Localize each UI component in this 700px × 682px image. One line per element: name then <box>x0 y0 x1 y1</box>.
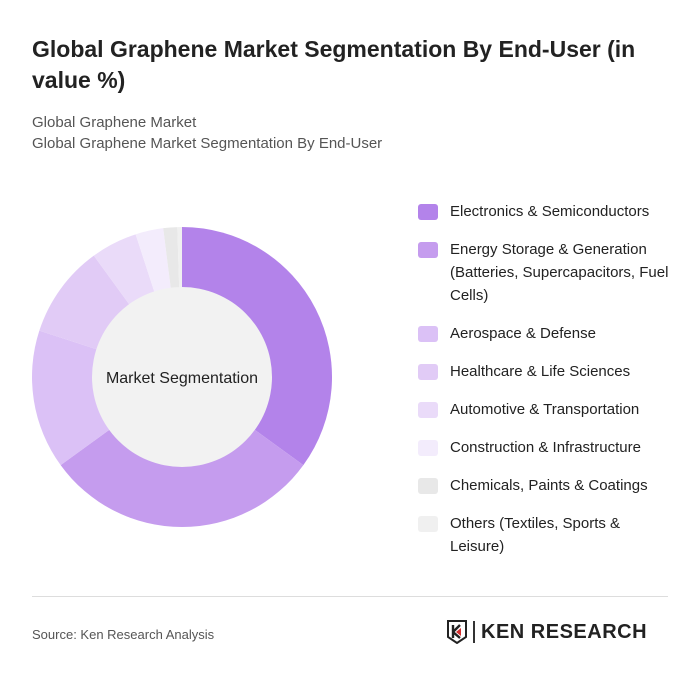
legend-swatch <box>418 516 438 532</box>
subtitle-segmentation: Global Graphene Market Segmentation By E… <box>32 135 383 152</box>
donut-chart: Market Segmentation <box>31 227 332 527</box>
chart-title: Global Graphene Market Segmentation By E… <box>32 36 636 93</box>
donut-center <box>92 287 272 467</box>
legend-item: Aerospace & Defense <box>418 322 678 345</box>
legend-label: Energy Storage & Generation (Batteries, … <box>450 241 669 304</box>
subtitle-market: Global Graphene Market <box>32 114 197 131</box>
center-label: Market Segmentation <box>106 370 258 387</box>
legend-label: Electronics & Semiconductors <box>450 203 650 220</box>
legend-swatch <box>418 440 438 456</box>
legend-item: Chemicals, Paints & Coatings <box>418 474 678 497</box>
legend-item: Electronics & Semiconductors <box>418 200 678 223</box>
ken-research-logo: KEN RESEARCH <box>447 620 647 644</box>
legend-swatch <box>418 402 438 418</box>
legend-item: Construction & Infrastructure <box>418 436 678 459</box>
logo-text: KEN RESEARCH <box>481 620 648 643</box>
legend-label: Chemicals, Paints & Coatings <box>450 477 648 494</box>
logo-shield-icon <box>447 620 467 644</box>
divider <box>32 596 668 597</box>
legend-label: Healthcare & Life Sciences <box>450 363 631 380</box>
legend-label: Others (Textiles, Sports & Leisure) <box>450 515 621 555</box>
legend-swatch <box>418 242 438 258</box>
source-text: Source: Ken Research Analysis <box>32 627 215 642</box>
legend-item: Energy Storage & Generation (Batteries, … <box>418 238 678 307</box>
legend-swatch <box>418 326 438 342</box>
legend-swatch <box>418 478 438 494</box>
legend: Electronics & Semiconductors Energy Stora… <box>418 200 678 573</box>
legend-label: Construction & Infrastructure <box>450 439 641 456</box>
logo-separator <box>473 621 475 643</box>
legend-item: Healthcare & Life Sciences <box>418 360 678 383</box>
legend-swatch <box>418 364 438 380</box>
legend-label: Automotive & Transportation <box>450 401 640 418</box>
legend-swatch <box>418 204 438 220</box>
legend-item: Automotive & Transportation <box>418 398 678 421</box>
legend-item: Others (Textiles, Sports & Leisure) <box>418 512 678 558</box>
legend-label: Aerospace & Defense <box>450 325 596 342</box>
